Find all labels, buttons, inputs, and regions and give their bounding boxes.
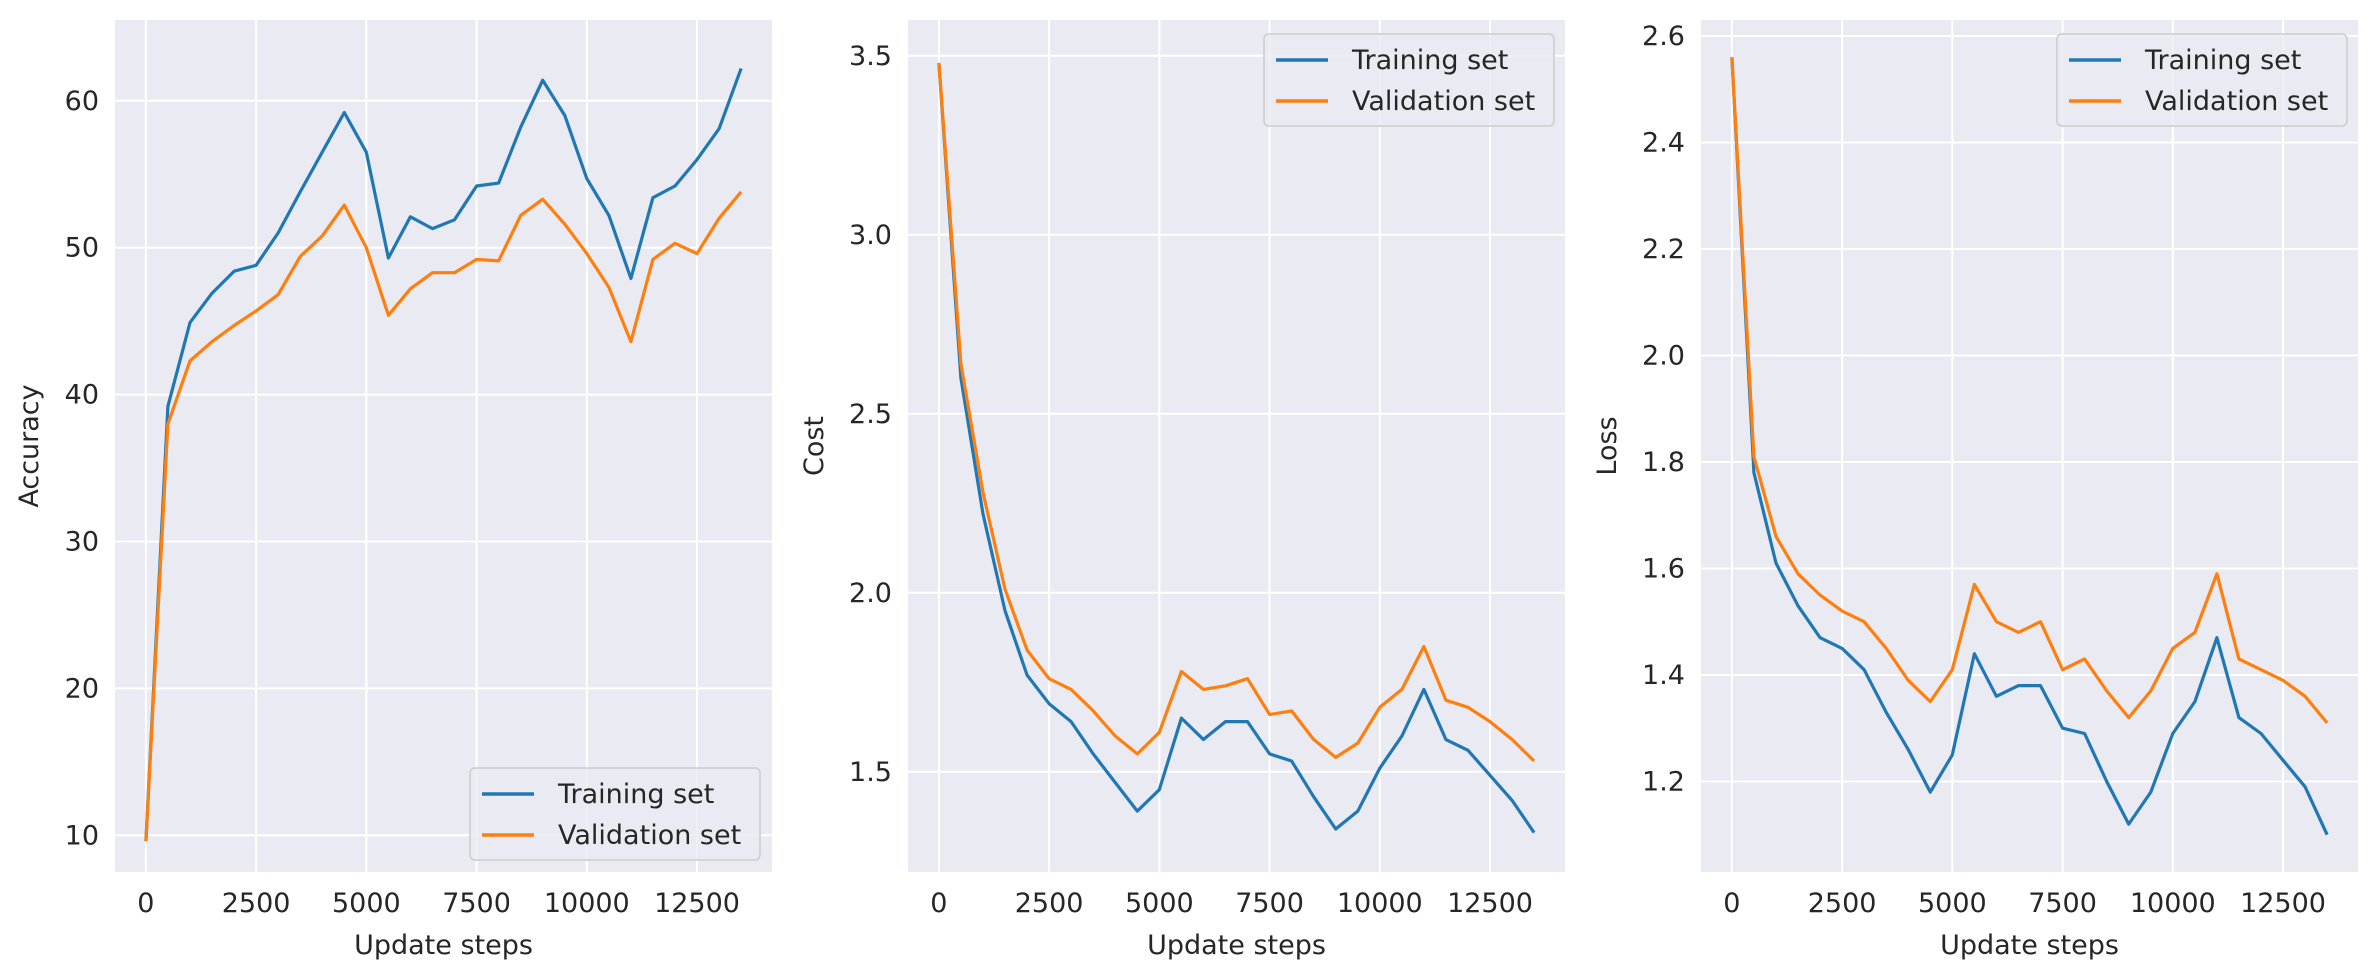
plot-area	[1701, 20, 2358, 872]
chart-panel-3: 0 2500 5000 7500 10000 12500 1.2 1.4 1.6 1.8 2.0 2.…	[1592, 20, 2358, 961]
y-tick-label: 50	[65, 233, 99, 264]
y-tick-label: 30	[65, 526, 99, 557]
x-tick-label: 2500	[222, 888, 291, 919]
plot-area	[908, 20, 1565, 872]
x-tick-label: 7500	[442, 888, 511, 919]
y-tick-label: 2.5	[849, 399, 892, 430]
y-tick-label: 2.0	[1642, 340, 1685, 371]
validation-set-line	[144, 190, 743, 842]
y-tick-label: 2.0	[849, 578, 892, 609]
training-set-line	[144, 67, 743, 842]
x-axis-label: Update steps	[354, 930, 533, 961]
x-tick-label: 10000	[2130, 888, 2216, 919]
plot-area	[115, 20, 772, 872]
x-tick-label: 2500	[1015, 888, 1084, 919]
y-tick-label: 1.6	[1642, 553, 1685, 584]
y-tick-label: 10	[65, 820, 99, 851]
x-tick-label: 10000	[1337, 888, 1423, 919]
chart-panel-1: 0 2500 5000 7500 10000 12500 10 20 30 40 50 60 Updat…	[14, 20, 772, 961]
x-tick-label: 12500	[654, 888, 740, 919]
x-tick-label: 7500	[1235, 888, 1304, 919]
training-set-line	[937, 62, 1536, 834]
x-tick-label: 12500	[2240, 888, 2326, 919]
validation-set-line	[937, 62, 1536, 763]
legend-label-training: Training set	[1351, 45, 1508, 76]
training-set-line	[1730, 57, 2329, 836]
y-tick-label: 1.5	[849, 757, 892, 788]
legend-label-validation: Validation set	[558, 820, 741, 851]
y-axis-label: Cost	[799, 416, 830, 476]
y-tick-label: 1.4	[1642, 660, 1685, 691]
x-axis-label: Update steps	[1147, 930, 1326, 961]
legend-label-validation: Validation set	[1352, 86, 1535, 117]
x-tick-label: 2500	[1808, 888, 1877, 919]
y-tick-label: 3.0	[849, 220, 892, 251]
y-axis-label: Loss	[1592, 416, 1623, 475]
y-tick-label: 3.5	[849, 41, 892, 72]
legend: Training set Validation set	[2056, 33, 2348, 127]
x-tick-label: 0	[1723, 888, 1740, 919]
legend-box	[1263, 33, 1555, 127]
x-tick-label: 5000	[1918, 888, 1987, 919]
y-axis-label: Accuracy	[14, 384, 45, 507]
legend: Training set Validation set	[469, 767, 761, 861]
chart-panel-2: 0 2500 5000 7500 10000 12500 1.5 2.0 2.5 3.0 3.5 Up…	[799, 20, 1565, 961]
y-tick-label: 2.2	[1642, 234, 1685, 265]
legend-label-training: Training set	[557, 779, 714, 810]
y-tick-label: 60	[65, 86, 99, 117]
legend-box	[469, 767, 761, 861]
y-tick-label: 40	[65, 380, 99, 411]
x-axis-label: Update steps	[1940, 930, 2119, 961]
x-tick-label: 5000	[1125, 888, 1194, 919]
legend-label-validation: Validation set	[2145, 86, 2328, 117]
y-tick-label: 1.8	[1642, 447, 1685, 478]
y-tick-label: 1.2	[1642, 766, 1685, 797]
legend: Training set Validation set	[1263, 33, 1555, 127]
y-tick-label: 20	[65, 673, 99, 704]
legend-box	[2056, 33, 2348, 127]
x-tick-label: 12500	[1447, 888, 1533, 919]
legend-label-training: Training set	[2144, 45, 2301, 76]
y-tick-label: 2.4	[1642, 127, 1685, 158]
x-tick-label: 0	[930, 888, 947, 919]
x-tick-label: 7500	[2028, 888, 2097, 919]
validation-set-line	[1730, 57, 2329, 724]
x-tick-label: 0	[137, 888, 154, 919]
x-tick-label: 10000	[544, 888, 630, 919]
x-tick-label: 5000	[332, 888, 401, 919]
y-tick-label: 2.6	[1642, 21, 1685, 52]
